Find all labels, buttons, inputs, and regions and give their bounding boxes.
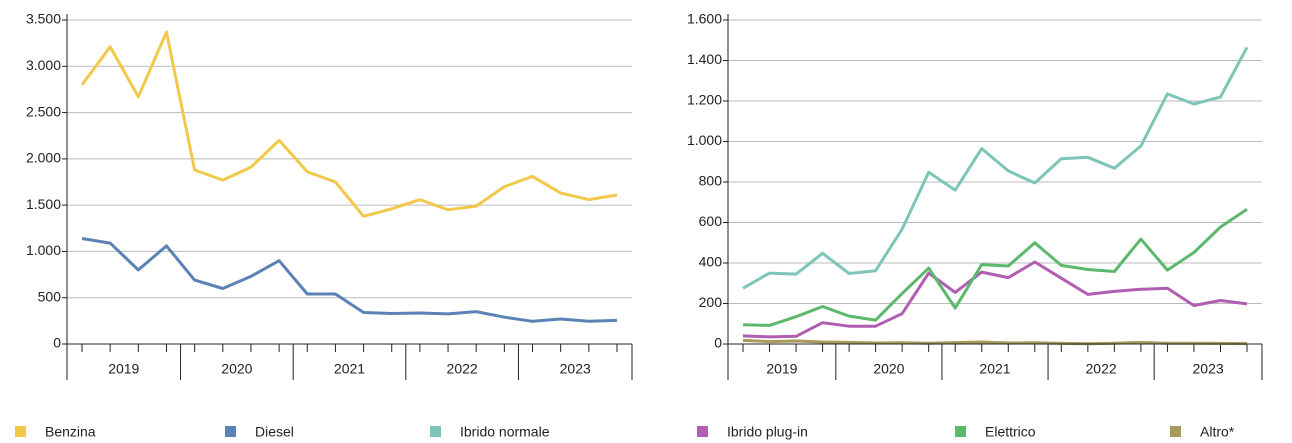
y-tick-label: 200 [699, 294, 723, 310]
y-tick-label: 1.000 [687, 132, 722, 148]
legend-swatch [15, 426, 26, 437]
x-group-label: 2022 [447, 361, 478, 377]
series-line [742, 46, 1249, 290]
legend-swatch [955, 426, 966, 437]
x-group-label: 2020 [873, 361, 904, 377]
y-tick-label: 1.600 [687, 11, 722, 27]
x-group-label: 2023 [560, 361, 591, 377]
y-tick-label: 0 [714, 335, 722, 351]
y-tick-label: 2.000 [26, 150, 61, 166]
series-line [742, 208, 1248, 327]
y-tick-label: 800 [699, 173, 723, 189]
y-tick-label: 1.000 [26, 242, 61, 258]
x-group-label: 2021 [334, 361, 365, 377]
legend-label: Ibrido normale [460, 424, 550, 440]
y-tick-label: 0 [53, 335, 61, 351]
legend-swatch [225, 426, 236, 437]
legend-swatch [1170, 426, 1181, 437]
x-group-label: 2019 [108, 361, 139, 377]
y-tick-label: 400 [699, 254, 723, 270]
x-group-label: 2022 [1086, 361, 1117, 377]
series-line [81, 237, 618, 323]
legend-label: Diesel [255, 424, 294, 440]
series-line [742, 260, 1248, 339]
series-line [742, 338, 1248, 346]
y-tick-label: 3.500 [26, 11, 61, 27]
legend-label: Benzina [45, 424, 96, 440]
x-group-label: 2020 [221, 361, 252, 377]
y-tick-label: 500 [38, 288, 62, 304]
legend-swatch [430, 426, 441, 437]
legend-label: Ibrido plug-in [727, 424, 808, 440]
x-group-label: 2021 [979, 361, 1010, 377]
y-tick-label: 1.400 [687, 51, 722, 67]
y-tick-label: 1.500 [26, 196, 61, 212]
x-group-label: 2023 [1193, 361, 1224, 377]
x-group-label: 2019 [766, 361, 797, 377]
legend-label: Altro* [1200, 424, 1235, 440]
y-tick-label: 1.200 [687, 92, 722, 108]
y-tick-label: 2.500 [26, 103, 61, 119]
y-tick-label: 600 [699, 213, 723, 229]
legend-label: Elettrico [985, 424, 1036, 440]
legend-swatch [697, 426, 708, 437]
y-tick-label: 3.000 [26, 57, 61, 73]
series-line [80, 30, 618, 218]
